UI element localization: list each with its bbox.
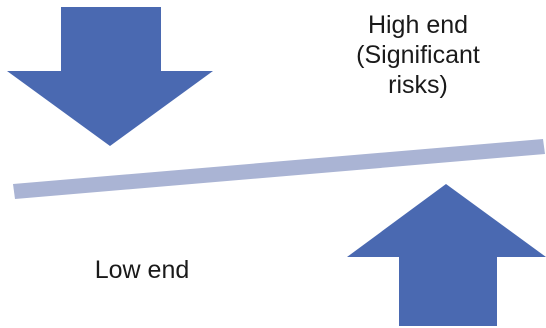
high-end-line-3: risks): [388, 71, 448, 99]
up-arrow-icon: [347, 184, 546, 326]
high-end-line-1: High end: [367, 11, 469, 39]
low-end-label: Low end: [94, 256, 190, 284]
high-end-label: High end (Significant risks): [318, 10, 518, 100]
seesaw-bar: [13, 139, 545, 199]
high-end-line-2: (Significant: [356, 41, 480, 69]
down-arrow-icon: [7, 7, 213, 146]
